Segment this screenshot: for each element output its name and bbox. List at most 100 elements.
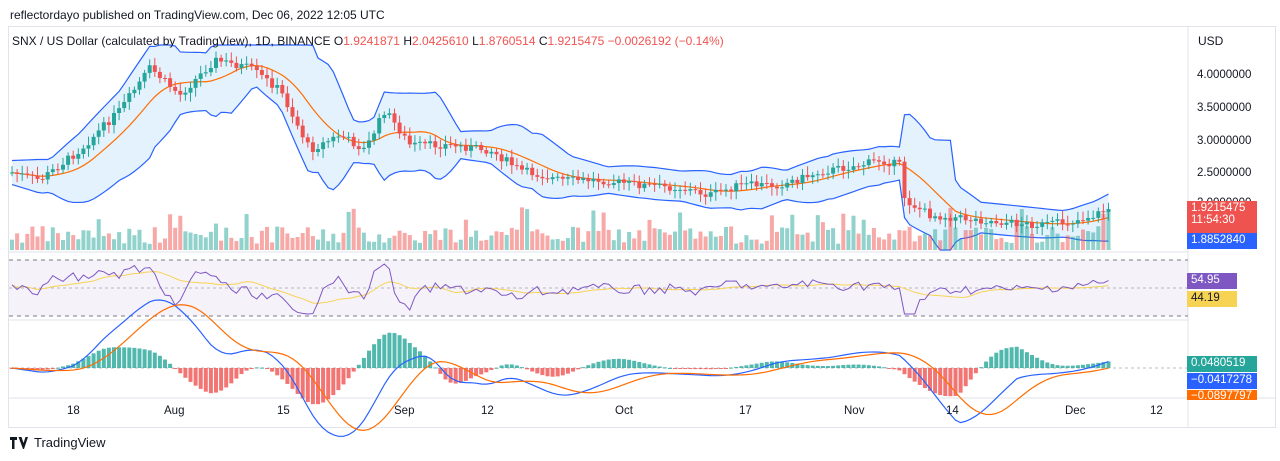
macd-histogram-bar	[642, 363, 647, 368]
volume-bar	[846, 230, 851, 250]
candle-body	[1004, 222, 1009, 225]
candle-body	[622, 179, 626, 183]
candle-body	[958, 215, 963, 218]
macd-histogram-bar	[254, 367, 259, 369]
price-tick: 3.5000000	[1197, 102, 1252, 114]
volume-bar	[178, 215, 183, 250]
volume-bar	[907, 226, 912, 250]
candle-body	[469, 145, 473, 151]
macd-histogram-bar	[571, 368, 575, 372]
macd-histogram-bar	[310, 368, 315, 405]
candle-body	[254, 66, 259, 71]
volume-bar	[662, 232, 667, 250]
macd-histogram-bar	[392, 333, 397, 368]
low-value: 1.8760514	[478, 34, 536, 48]
macd-histogram-bar	[76, 361, 81, 368]
macd-histogram-bar	[1101, 362, 1106, 368]
macd-histogram-bar	[295, 368, 300, 394]
macd-histogram-bar	[780, 361, 785, 368]
volume-bar	[249, 236, 254, 250]
macd-histogram-bar	[438, 368, 443, 374]
volume-bar	[1055, 233, 1060, 250]
volume-bar	[331, 233, 336, 250]
candle-body	[525, 167, 530, 170]
macd-histogram-bar	[356, 364, 361, 368]
volume-bar	[1040, 241, 1045, 250]
macd-histogram-bar	[30, 368, 35, 370]
macd-histogram-bar	[234, 368, 239, 379]
candle-body	[1106, 209, 1111, 213]
volume-bar	[1035, 242, 1040, 250]
candle-body	[397, 122, 402, 134]
volume-bar	[163, 238, 167, 250]
volume-bar	[576, 227, 581, 250]
macd-histogram-bar	[270, 368, 275, 372]
volume-bar	[310, 236, 315, 250]
macd-histogram-bar	[795, 363, 800, 368]
volume-bar	[887, 233, 892, 250]
macd-histogram-bar	[173, 368, 178, 369]
macd-histogram-bar	[346, 368, 351, 379]
macd-histogram-bar	[86, 356, 91, 368]
volume-bar	[856, 233, 861, 250]
volume-bar	[1030, 233, 1034, 250]
volume-bar	[943, 229, 948, 250]
macd-signal-line	[11, 304, 1109, 431]
candle-body	[703, 194, 708, 197]
macd-histogram-bar	[525, 368, 530, 370]
candle-body	[499, 154, 504, 162]
volume-bar	[157, 242, 162, 250]
macd-histogram-bar	[300, 368, 305, 399]
candle-body	[392, 113, 397, 123]
candle-body	[780, 187, 785, 189]
bollinger-lower-line	[11, 86, 1109, 251]
candle-body	[122, 101, 127, 109]
candle-body	[581, 177, 586, 181]
currency-label[interactable]: USD	[1198, 34, 1224, 48]
candle-body	[30, 174, 35, 176]
volume-bar	[1045, 235, 1050, 250]
volume-bar	[591, 210, 596, 250]
macd-histogram-bar	[560, 368, 565, 376]
macd-histogram-bar	[708, 368, 713, 370]
volume-bar	[1081, 229, 1085, 250]
candle-body	[61, 164, 65, 170]
candle-body	[979, 218, 983, 224]
candle-body	[545, 178, 550, 180]
candle-body	[1050, 220, 1055, 222]
volume-bar	[106, 233, 111, 250]
macd-histogram-bar	[448, 368, 453, 383]
macd-histogram-bar	[948, 368, 953, 397]
bollinger-upper-line	[11, 44, 1109, 212]
footer[interactable]: TradingView	[10, 435, 106, 450]
candle-body	[448, 144, 453, 146]
macd-histogram-bar	[1014, 346, 1019, 368]
macd-histogram-bar	[351, 368, 356, 372]
volume-bar	[754, 239, 759, 250]
chart-container[interactable]	[8, 26, 1276, 428]
volume-bar	[953, 227, 958, 250]
volume-bar	[805, 232, 810, 250]
volume-bar	[938, 240, 943, 250]
macd-histogram-bar	[520, 367, 524, 369]
candle-body	[234, 62, 239, 69]
candle-body	[479, 145, 484, 151]
candle-body	[550, 177, 555, 180]
macd-histogram-bar	[387, 332, 392, 368]
time-tick: 17	[739, 405, 752, 417]
volume-bar	[606, 229, 611, 250]
volume-bar	[346, 211, 351, 250]
macd-histogram-bar	[290, 368, 295, 389]
macd-histogram-bar	[1009, 347, 1014, 368]
macd-histogram-bar	[494, 367, 499, 369]
candle-body	[749, 181, 754, 184]
volume-bar	[45, 241, 50, 250]
candle-body	[484, 150, 489, 154]
candle-body	[346, 136, 351, 138]
candle-body	[168, 78, 173, 87]
volume-bar	[688, 228, 693, 250]
macd-histogram-bar	[382, 334, 387, 368]
candle-body	[810, 175, 815, 178]
candle-body	[795, 179, 800, 184]
